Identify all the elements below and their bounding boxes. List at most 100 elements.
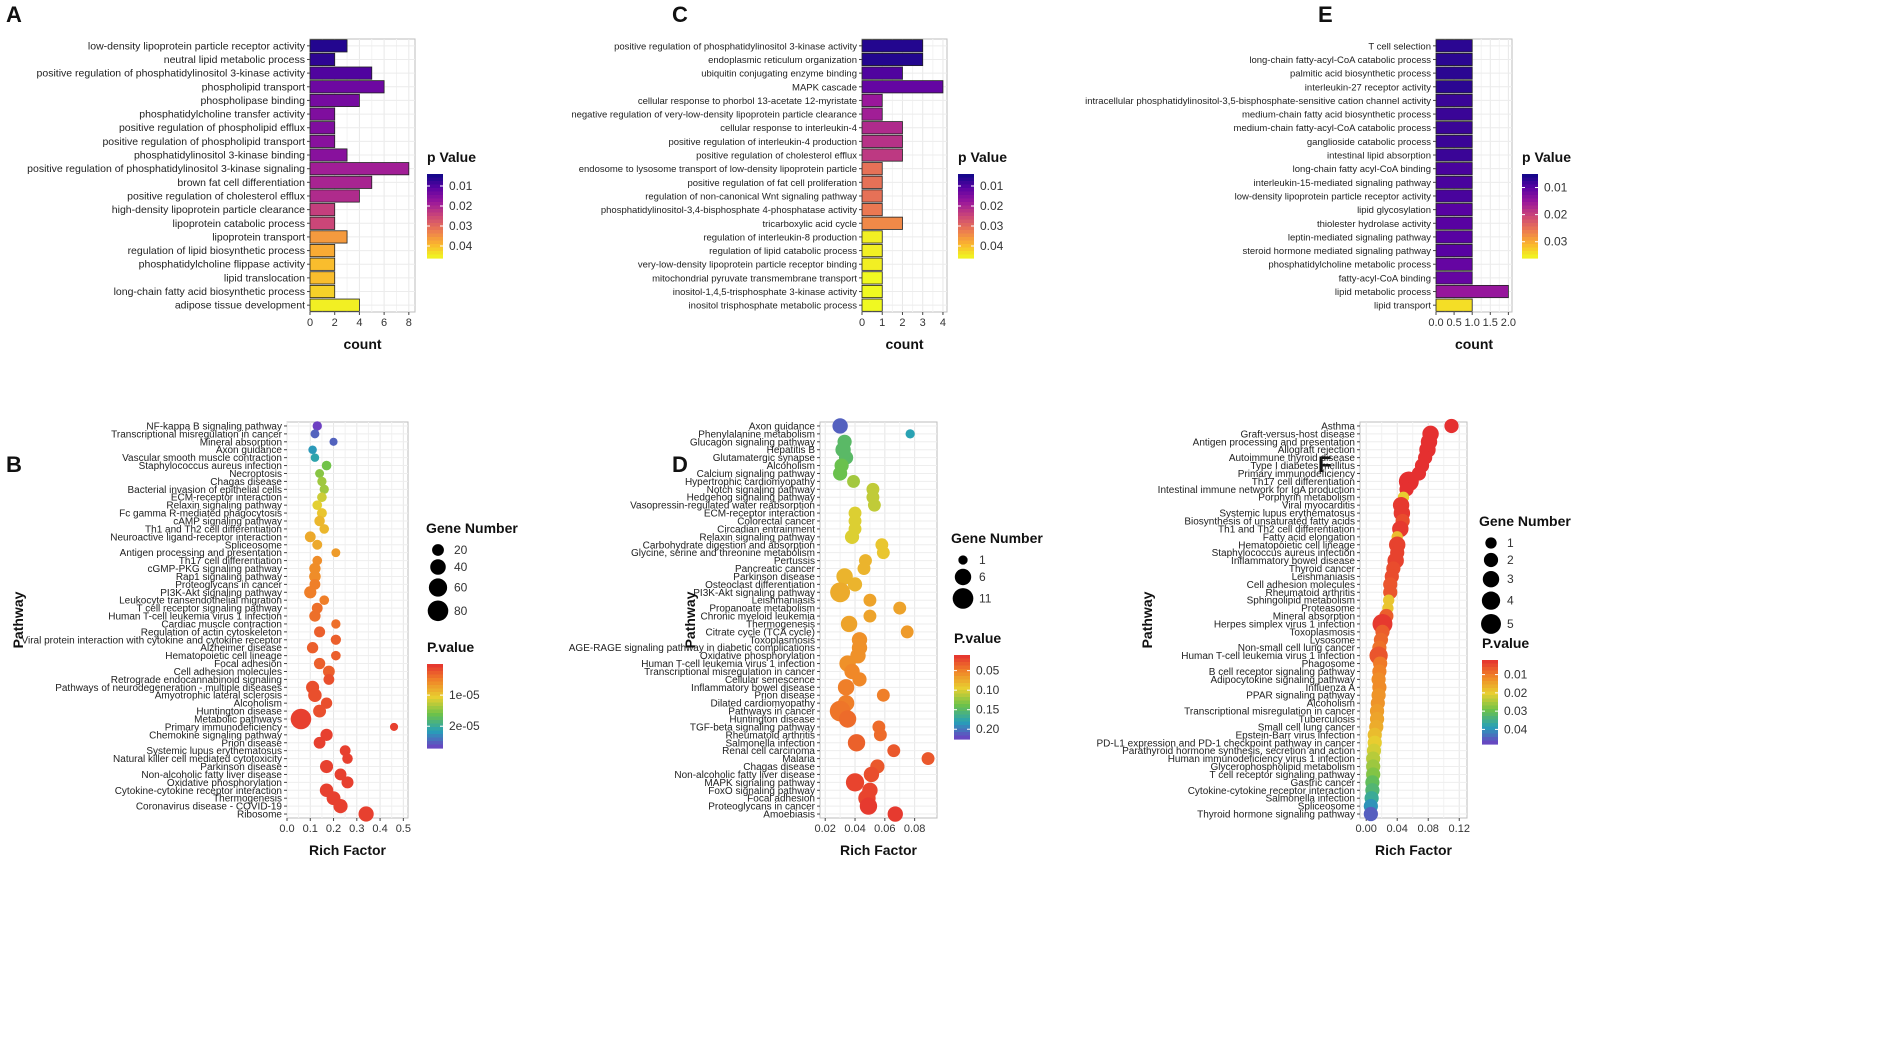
- panel-c-bar: [861, 257, 883, 271]
- panel-d-point: [900, 625, 914, 639]
- panel-b-pathway-label: Chemokine signaling pathway: [149, 730, 282, 741]
- panel-e-bar: [1435, 39, 1473, 53]
- panel-b-colorbar-segment: [427, 713, 443, 718]
- panel-d-pathway-label: Rheumatoid arthritis: [726, 730, 815, 741]
- panel-c-bar: [861, 66, 903, 80]
- panel-e-colorbar-segment: [1522, 219, 1538, 224]
- panel-d-pathway-label: Salmonella infection: [726, 738, 816, 749]
- panel-d-point: [847, 734, 866, 752]
- panel-d-pathway-label: Propanoate metabolism: [709, 604, 815, 615]
- panel-c-bar: [861, 93, 883, 107]
- panel-d-pathway-label: Leishmaniasis: [752, 596, 815, 607]
- panel-f-colorbar-segment: [1482, 698, 1498, 703]
- panel-e-colorbar-segment: [1522, 240, 1538, 245]
- panel-f-colorbar-segment: [1482, 705, 1498, 710]
- panel-f-colorbar-label: 0.04: [1504, 722, 1528, 736]
- panel-b-pathway-label: Alzheimer disease: [200, 643, 282, 654]
- panel-c-colorbar-segment: [958, 226, 974, 231]
- panel-f-pathway-label: PPAR signaling pathway: [1246, 691, 1355, 702]
- panel-d-point: [876, 688, 890, 702]
- panel-b-colorbar-segment: [427, 695, 443, 700]
- panel-e-plot-area: [1435, 38, 1513, 313]
- panel-f-pathway-label: Viral myocarditis: [1282, 501, 1355, 512]
- panel-d-colorbar-segment: [954, 704, 970, 709]
- panel-e-category-label: long-chain fatty-acyl-CoA catabolic proc…: [1249, 55, 1431, 66]
- panel-b-x-axis-title: Rich Factor: [309, 842, 387, 858]
- panel-d-size-legend-dot: [954, 568, 972, 586]
- panel-d-point: [837, 679, 855, 696]
- panel-d-pathway-label: Dilated cardiomyopathy: [711, 699, 816, 710]
- panel-d-pathway-label: FoxO signaling pathway: [708, 786, 815, 797]
- panel-b-point: [330, 634, 341, 645]
- panel-d-pathway-label: Chronic myeloid leukemia: [701, 612, 816, 623]
- panel-c-colorbar-segment: [958, 174, 974, 179]
- panel-a-colorbar-segment: [427, 244, 443, 249]
- panel-f-size-legend-label: 3: [1507, 572, 1514, 586]
- panel-f-colorbar-segment: [1482, 677, 1498, 682]
- panel-d-colorbar-label: 0.05: [976, 664, 1000, 678]
- panel-d-pathway-label: Proteoglycans in cancer: [708, 802, 815, 813]
- panel-b-point: [313, 736, 326, 749]
- panel-b-pathway-label: Metabolic pathways: [194, 715, 282, 726]
- panel-b-point: [320, 728, 333, 741]
- panel-a-colorbar-segment: [427, 254, 443, 259]
- panel-f-pathway-label: Cytokine-cytokine receptor interaction: [1188, 786, 1355, 797]
- panel-b-colorbar-label: 2e-05: [449, 719, 480, 733]
- panel-c-category-label: negative regulation of very-low-density …: [571, 110, 857, 121]
- panel-c-bar: [861, 298, 883, 312]
- panel-e-category-label: low-density lipoprotein particle recepto…: [1235, 191, 1432, 202]
- panel-f-pathway-label: Herpes simplex virus 1 infection: [1214, 619, 1355, 630]
- panel-a-colorbar-segment: [427, 240, 443, 245]
- panel-a-x-tick-label: 6: [381, 317, 387, 329]
- panel-a-category-label: adipose tissue development: [175, 300, 305, 312]
- panel-e-bar: [1435, 93, 1473, 107]
- panel-a-colorbar-label: 0.03: [449, 219, 473, 233]
- panel-c-colorbar-segment: [958, 244, 974, 249]
- panel-d-point: [867, 498, 881, 512]
- panel-b-pathway-label: Non-alcoholic fatty liver disease: [141, 770, 282, 781]
- panel-b-pathway-label: Cell adhesion molecules: [174, 667, 282, 678]
- panel-b-pathway-label: Prion disease: [221, 738, 282, 749]
- panel-c-colorbar-segment: [958, 209, 974, 214]
- panel-label-a: A: [6, 2, 22, 27]
- panel-c-bar: [861, 203, 883, 217]
- panel-b-pathway-label: T cell receptor signaling pathway: [137, 604, 282, 615]
- panel-e-category-label: ganglioside catabolic process: [1307, 137, 1431, 148]
- panel-f-colorbar-segment: [1482, 712, 1498, 717]
- panel-a-bar: [309, 244, 336, 258]
- panel-e-category-label: intracellular phosphatidylinositol-3,5-b…: [1085, 96, 1431, 107]
- panel-c-bar: [861, 271, 883, 285]
- panel-a-bar: [309, 175, 373, 189]
- panel-f-pathway-label: Thyroid hormone signaling pathway: [1197, 810, 1355, 821]
- panel-f-pathway-label: Small cell lung cancer: [1258, 722, 1356, 733]
- panel-d-colorbar-label: 0.15: [976, 703, 1000, 717]
- panel-b-point: [319, 484, 329, 494]
- panel-f-pathway-label: Antigen processing and presentation: [1193, 437, 1355, 448]
- panel-a-colorbar-segment: [427, 202, 443, 207]
- panel-f-colorbar-segment: [1482, 674, 1498, 679]
- panel-d-pathway-label: Pathways in cancer: [728, 707, 815, 718]
- panel-c-bar: [861, 244, 883, 258]
- panel-d-point: [844, 529, 860, 544]
- panel-c-x-tick-label: 3: [920, 317, 926, 329]
- panel-f-pathway-label: Autoimmune thyroid disease: [1229, 453, 1356, 464]
- panel-f-pathway-label: Rheumatoid arthritis: [1266, 588, 1355, 599]
- panel-a-x-tick-label: 0: [307, 317, 313, 329]
- panel-f-pathway-label: Allograft rejection: [1278, 445, 1355, 456]
- panel-f-colorbar-segment: [1482, 737, 1498, 742]
- panel-a-category-label: phospholipid transport: [202, 81, 305, 93]
- panel-b-point: [312, 421, 322, 431]
- panel-b-point: [323, 673, 335, 685]
- panel-f-colorbar-segment: [1482, 740, 1498, 745]
- panel-b-pathway-label: Axon guidance: [216, 445, 283, 456]
- panel-e-colorbar-segment: [1522, 226, 1538, 231]
- panel-f-pathway-label: Type I diabetes mellitus: [1251, 461, 1356, 472]
- panel-a-bar: [309, 39, 348, 53]
- panel-e-colorbar-segment: [1522, 244, 1538, 249]
- panel-d-x-tick-label: 0.06: [874, 823, 895, 835]
- panel-e-x-tick-label: 1.0: [1465, 317, 1480, 329]
- panel-b-pathway-label: Cytokine-cytokine receptor interaction: [115, 786, 282, 797]
- panel-b-point: [317, 476, 327, 487]
- panel-d-pathway-label: MAPK signaling pathway: [704, 778, 815, 789]
- panel-b-pathway-label: Neuroactive ligand-receptor interaction: [110, 532, 282, 543]
